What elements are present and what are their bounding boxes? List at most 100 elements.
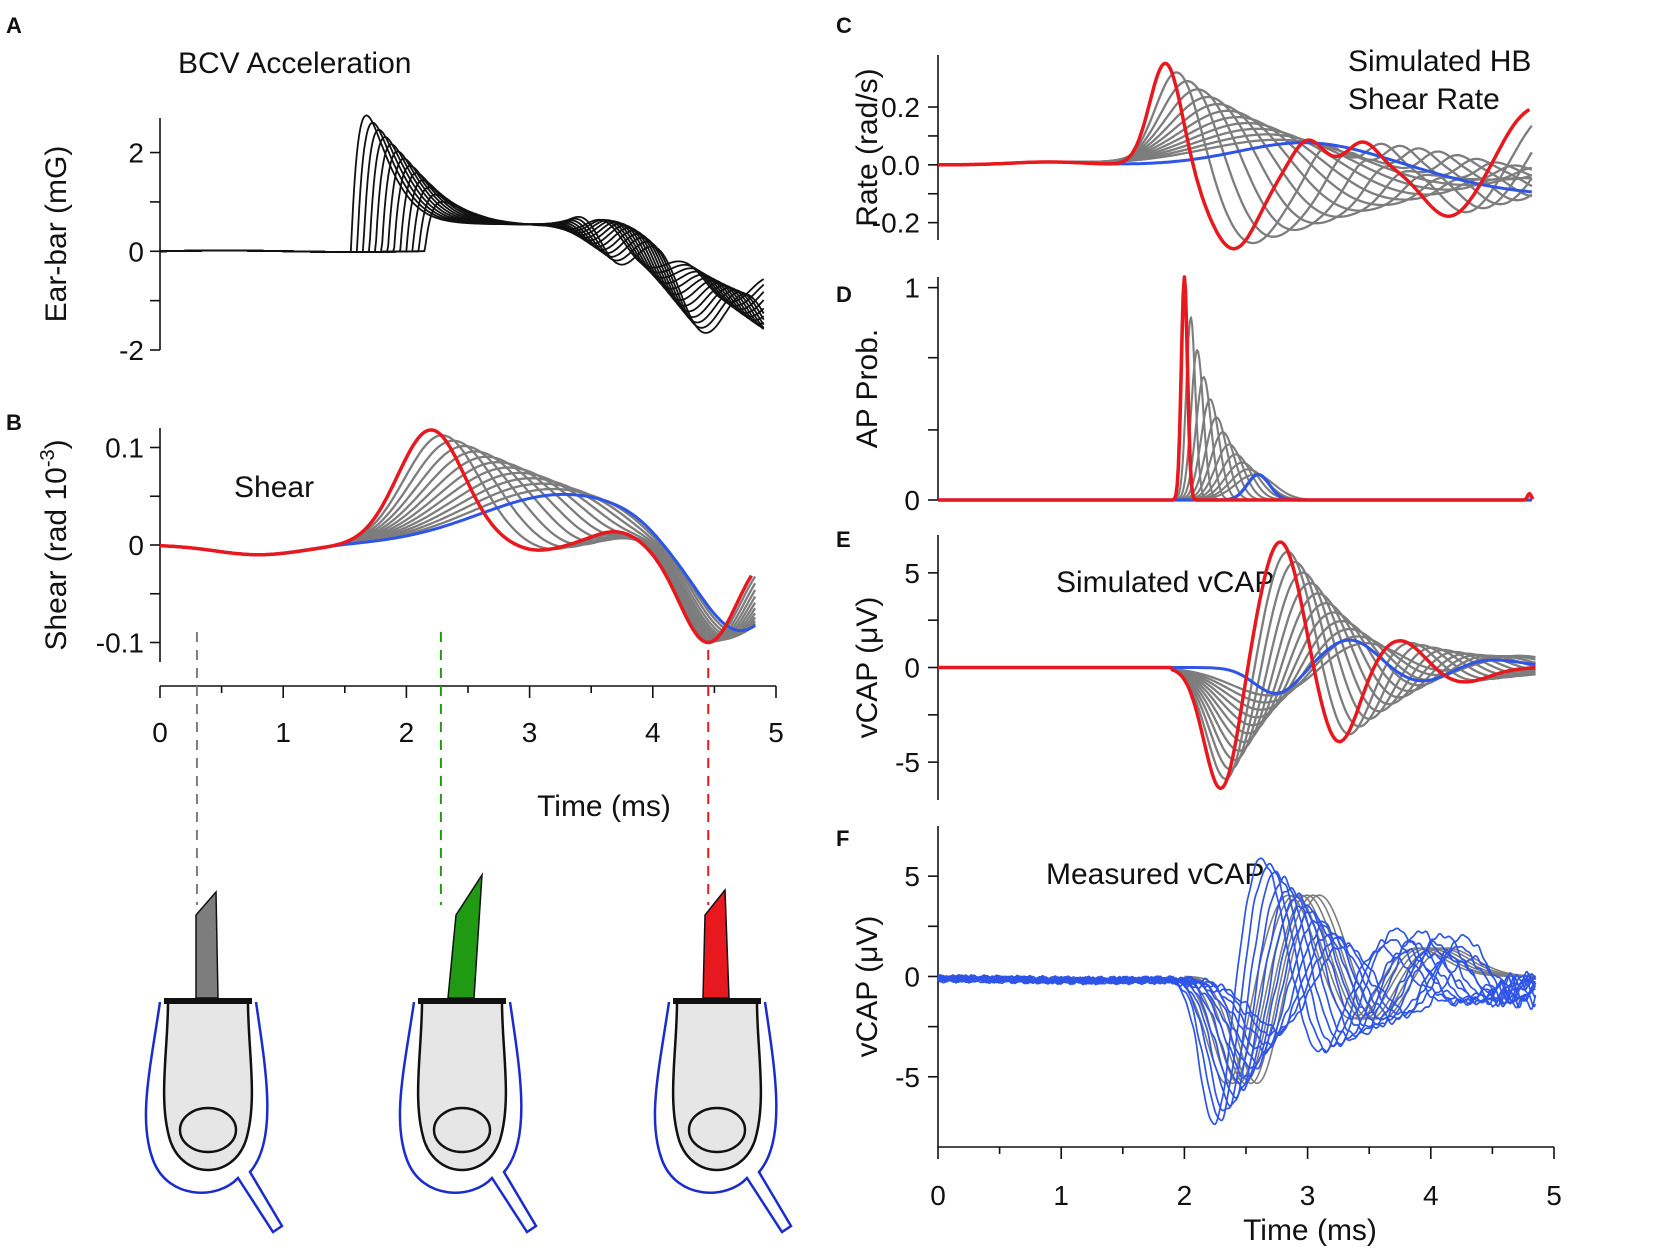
calyx-outline xyxy=(653,1001,793,1234)
panel-e-y-tick-label: -5 xyxy=(895,747,920,778)
panel-e-title: Simulated vCAP xyxy=(1056,566,1274,599)
panel-c-ylabel: Rate (rad/s) xyxy=(851,68,884,226)
panel-a-trace xyxy=(160,200,765,334)
panel-f-blue-trace xyxy=(937,857,1537,1126)
nucleus xyxy=(687,1106,747,1154)
panel-e-title-line: Simulated vCAP xyxy=(1056,566,1274,599)
panel-f-blue-trace xyxy=(937,942,1537,1035)
hair-cell-green xyxy=(398,872,538,1234)
nucleus xyxy=(178,1106,238,1154)
panel-b-y-tick-label: 0 xyxy=(128,530,144,561)
panel-a-y-tick-label: 2 xyxy=(128,138,144,169)
panel-b-x-tick-label: 5 xyxy=(768,717,784,748)
panel-a-trace xyxy=(160,164,764,328)
panel-f-gray-trace xyxy=(1184,894,1536,1085)
hair-bundle-red xyxy=(702,887,730,999)
panel-label-c: C xyxy=(836,13,852,38)
panel-b-y-tick-label: -0.1 xyxy=(96,628,144,659)
panel-d-axes: 01 xyxy=(904,273,939,516)
panel-f-x-tick-label: 0 xyxy=(930,1180,946,1211)
panel-e-y-tick-label: 0 xyxy=(904,653,920,684)
panel-b-x-tick-label: 4 xyxy=(645,717,661,748)
panel-b-ylabel-sup: -3 xyxy=(37,449,59,467)
calyx-outline xyxy=(144,1001,284,1234)
panel-label-e: E xyxy=(836,527,851,552)
panel-a-traces xyxy=(160,114,765,334)
panel-e: E Simulated vCAP vCAP (μV) -5 0 5 xyxy=(836,527,1537,800)
hair-bundle-gray xyxy=(195,890,219,999)
panel-f-x-tick-label: 5 xyxy=(1546,1180,1562,1211)
panel-c-title-line: Simulated HB xyxy=(1348,45,1531,78)
panel-f-gray-trace xyxy=(1184,894,1536,1085)
panel-e-y-tick-label: 5 xyxy=(904,558,920,589)
panel-c-gray-trace xyxy=(938,102,1532,218)
panel-e-ylabel: vCAP (μV) xyxy=(851,597,884,739)
panel-b-x-tick-label: 3 xyxy=(522,717,538,748)
panel-b-title: Shear xyxy=(234,471,314,504)
panel-f-xlabel: Time (ms) xyxy=(1243,1214,1377,1247)
panel-e-red-trace xyxy=(937,540,1537,790)
panel-a-axes: -2 0 2 xyxy=(119,118,161,366)
panel-d-gray-trace xyxy=(938,443,1532,502)
hair-cell-red xyxy=(653,887,793,1234)
panel-e-axes: -5 0 5 xyxy=(895,535,939,800)
panel-b-red-trace xyxy=(159,428,753,645)
panel-f-x-tick-label: 2 xyxy=(1177,1180,1193,1211)
panel-label-a: A xyxy=(6,13,22,38)
panel-c-axes: -0.2 0.0 0.2 xyxy=(872,55,939,240)
panel-c-traces xyxy=(937,61,1533,251)
panel-b-title-line: Shear xyxy=(234,471,314,504)
panel-f-traces xyxy=(937,857,1537,1126)
panel-f-blue-trace xyxy=(937,892,1536,1092)
panel-c-y-tick-label: 0.2 xyxy=(881,92,920,123)
panel-a-trace xyxy=(160,143,765,318)
panel-f-y-tick-label: -5 xyxy=(895,1062,920,1093)
panel-a-trace xyxy=(160,179,765,329)
panel-b: B Shear Shear (rad 10-3) -0.100.10 1 2 3 4 5 … xyxy=(6,410,784,905)
panel-d-ylabel: AP Prob. xyxy=(851,329,884,449)
hair-cells xyxy=(144,872,793,1234)
panel-a-title: BCV Acceleration xyxy=(178,47,411,80)
panel-b-xlabel: Time (ms) xyxy=(537,790,671,823)
panel-f-blue-trace xyxy=(937,875,1537,1107)
panel-f-blue-trace xyxy=(937,932,1537,1046)
panel-f-blue-trace xyxy=(937,923,1536,1054)
panel-b-gray-trace xyxy=(159,434,757,644)
cuticular-plate xyxy=(673,998,761,1004)
panel-d-traces xyxy=(937,275,1535,502)
panel-f-title: Measured vCAP xyxy=(1046,858,1264,891)
panel-a: A BCV Acceleration Ear-bar (mG) -2 0 2 xyxy=(6,13,765,366)
panel-d-y-tick-label: 0 xyxy=(904,485,920,516)
panel-f-ylabel: vCAP (μV) xyxy=(851,916,884,1058)
panel-a-ylabel: Ear-bar (mG) xyxy=(40,146,73,323)
panel-label-f: F xyxy=(836,826,849,851)
panel-f-axes: -5 0 5 0 1 2 3 4 5 xyxy=(895,826,1562,1211)
panel-f-x-tick-label: 3 xyxy=(1300,1180,1316,1211)
panel-a-title-line: BCV Acceleration xyxy=(178,47,411,80)
panel-b-traces xyxy=(159,428,757,645)
panel-b-y-tick-label: 0.1 xyxy=(105,433,144,464)
panel-f-x-tick-label: 4 xyxy=(1423,1180,1439,1211)
panel-f-x-tick-label: 1 xyxy=(1053,1180,1069,1211)
panel-b-ylabel-main: Shear (rad 10 xyxy=(40,467,73,650)
panel-c: C Simulated HB Shear Rate Rate (rad/s) -0… xyxy=(836,13,1533,251)
panel-b-ylabel: Shear (rad 10-3) xyxy=(37,439,73,650)
panel-f-gray-trace xyxy=(1184,894,1536,1085)
panel-f-y-tick-label: 5 xyxy=(904,861,920,892)
panel-c-title: Simulated HB Shear Rate xyxy=(1348,45,1531,116)
panel-f-title-line: Measured vCAP xyxy=(1046,858,1264,891)
panel-c-red-trace xyxy=(937,61,1531,251)
hair-bundle-green xyxy=(447,872,483,999)
panel-e-traces xyxy=(937,540,1537,790)
panel-d: D AP Prob. 01 xyxy=(836,273,1535,516)
cuticular-plate xyxy=(418,998,506,1004)
panel-b-x-tick-label: 0 xyxy=(152,717,168,748)
panel-a-y-tick-label: -2 xyxy=(119,335,144,366)
nucleus xyxy=(432,1106,492,1154)
calyx-outline xyxy=(398,1001,538,1234)
panel-a-y-tick-label: 0 xyxy=(128,236,144,267)
panel-b-x-tick-label: 1 xyxy=(275,717,291,748)
panel-b-axes: -0.1 0 0.1 0 1 2 3 4 5 xyxy=(96,428,784,748)
panel-c-y-tick-label: 0.0 xyxy=(881,150,920,181)
